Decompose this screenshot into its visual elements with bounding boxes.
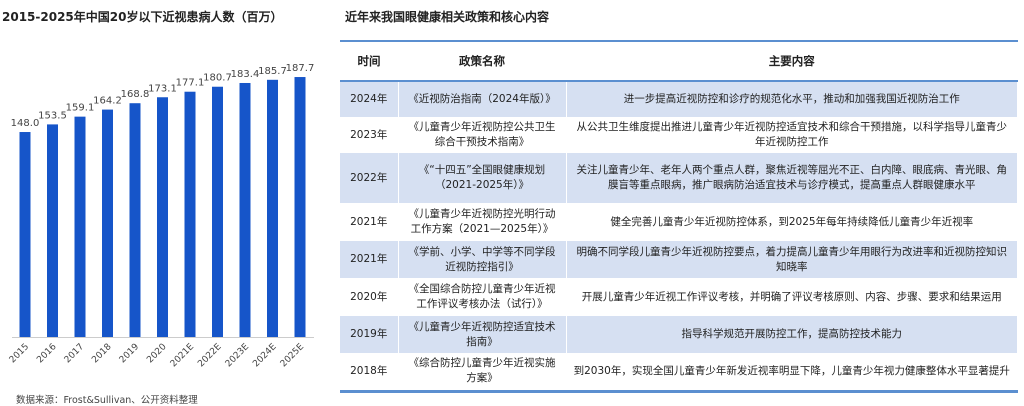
cell-time: 2022年: [340, 153, 399, 203]
header-content: 主要内容: [566, 41, 1018, 82]
cell-policy: 《全国综合防控儿童青少年近视工作评议考核办法（试行）》: [398, 278, 567, 316]
bar: [19, 132, 31, 337]
cell-content: 进一步提高近视防控和诊疗的规范化水平，推动和加强我国近视防治工作: [566, 81, 1018, 117]
cell-time: 2024年: [340, 81, 399, 117]
table-title: 近年来我国眼健康相关政策和核心内容: [345, 10, 550, 24]
cell-policy: 《儿童青少年近视防控适宜技术指南》: [398, 316, 567, 353]
data-source: 数据来源：Frost&Sullivan、公开资料整理: [16, 395, 198, 406]
x-tick-label: 2020: [145, 342, 168, 365]
data-label: 148.0: [11, 118, 40, 129]
cell-time: 2021年: [340, 241, 399, 278]
bar: [212, 86, 223, 337]
table-row: 2018年 《综合防控儿童青少年近视实施方案》 到2030年，实现全国儿童青少年新发…: [340, 353, 1018, 391]
data-label: 185.7: [258, 66, 287, 77]
data-label: 168.8: [121, 89, 150, 100]
bar: [47, 124, 58, 337]
x-tick-label: 2018: [90, 342, 113, 365]
x-tick-label: 2015: [8, 342, 31, 365]
bar: [102, 109, 113, 337]
header-time: 时间: [340, 41, 398, 82]
bar-chart: 148.0 2015 153.5 2016 159.1 2017 164.2 2018 168.…: [8, 63, 315, 370]
chart-title: 2015-2025年中国20岁以下近视患病人数（百万）: [2, 10, 283, 24]
x-tick-label: 2025E: [279, 342, 307, 370]
data-label: 153.5: [38, 110, 67, 121]
table-row: 2021年 《学前、小学、中学等不同学段近视防控指引》 明确不同学段儿童青少年近视防…: [340, 241, 1018, 278]
cell-policy: 《学前、小学、中学等不同学段近视防控指引》: [398, 241, 567, 278]
cell-time: 2018年: [340, 353, 399, 391]
table-row: 2024年 《近视防治指南（2024年版）》 进一步提高近视防控和诊疗的规范化水平，…: [340, 81, 1018, 117]
bar: [129, 103, 141, 337]
x-tick-label: 2024E: [251, 342, 279, 370]
policy-table: 时间 政策名称 主要内容 2024年 《近视防治指南（2024年版）》 进一步提高近…: [340, 40, 1018, 393]
bar: [239, 82, 251, 337]
table-row: 2021年 《儿童青少年近视防控光明行动工作方案（2021—2025年）》 健全完善…: [340, 203, 1018, 241]
header-policy: 政策名称: [398, 41, 566, 82]
table-row: 2019年 《儿童青少年近视防控适宜技术指南》 指导科学规范开展防控工作，提高防控技…: [340, 316, 1018, 353]
cell-content: 健全完善儿童青少年近视防控体系，到2025年每年持续降低儿童青少年近视率: [566, 203, 1018, 241]
x-tick-label: 2017: [63, 342, 86, 365]
cell-policy: 《“十四五”全国眼健康规划（2021-2025年）》: [398, 153, 567, 203]
cell-time: 2023年: [340, 117, 399, 153]
data-label: 164.2: [93, 96, 122, 107]
data-label: 187.7: [286, 63, 315, 74]
x-tick-label: 2023E: [224, 342, 252, 370]
data-label: 159.1: [66, 103, 95, 114]
cell-content: 明确不同学段儿童青少年近视防控要点，着力提高儿童青少年用眼行为改进率和近视防控知…: [566, 241, 1018, 278]
cell-content: 关注儿童青少年、老年人两个重点人群，聚焦近视等屈光不正、白内障、眼底病、青光眼、…: [566, 153, 1018, 203]
cell-policy: 《综合防控儿童青少年近视实施方案》: [398, 353, 567, 391]
table-row: 2020年 《全国综合防控儿童青少年近视工作评议考核办法（试行）》 开展儿童青少年近…: [340, 278, 1018, 316]
cell-policy: 《近视防治指南（2024年版）》: [398, 81, 567, 117]
cell-content: 指导科学规范开展防控工作，提高防控技术能力: [566, 316, 1018, 353]
bar: [157, 97, 168, 337]
cell-time: 2021年: [340, 203, 399, 241]
data-label: 177.1: [176, 78, 205, 89]
bar: [74, 116, 86, 337]
x-tick-label: 2016: [35, 342, 58, 365]
x-tick-label: 2019: [118, 342, 141, 365]
table-row: 2023年 《儿童青少年近视防控公共卫生综合干预技术指南》 从公共卫生维度提出推进儿…: [340, 117, 1018, 153]
bar: [184, 91, 196, 338]
bar: [294, 77, 306, 338]
bar: [267, 79, 278, 338]
cell-policy: 《儿童青少年近视防控公共卫生综合干预技术指南》: [398, 117, 567, 153]
cell-content: 从公共卫生维度提出推进儿童青少年近视防控适宜技术和综合干预措施，以科学指导儿童青…: [566, 117, 1018, 153]
cell-policy: 《儿童青少年近视防控光明行动工作方案（2021—2025年）》: [398, 203, 567, 241]
x-tick-label: 2021E: [169, 342, 197, 370]
cell-content: 到2030年，实现全国儿童青少年新发近视率明显下降，儿童青少年视力健康整体水平显…: [566, 353, 1018, 391]
data-label: 183.4: [231, 69, 260, 80]
data-label: 180.7: [203, 73, 232, 84]
table-row: 2022年 《“十四五”全国眼健康规划（2021-2025年）》 关注儿童青少年、老…: [340, 153, 1018, 203]
cell-time: 2020年: [340, 278, 399, 316]
cell-time: 2019年: [340, 316, 399, 353]
data-label: 173.1: [148, 83, 177, 94]
cell-content: 开展儿童青少年近视工作评议考核，并明确了评议考核原则、内容、步骤、要求和结果运用: [566, 278, 1018, 316]
x-tick-label: 2022E: [196, 342, 224, 370]
